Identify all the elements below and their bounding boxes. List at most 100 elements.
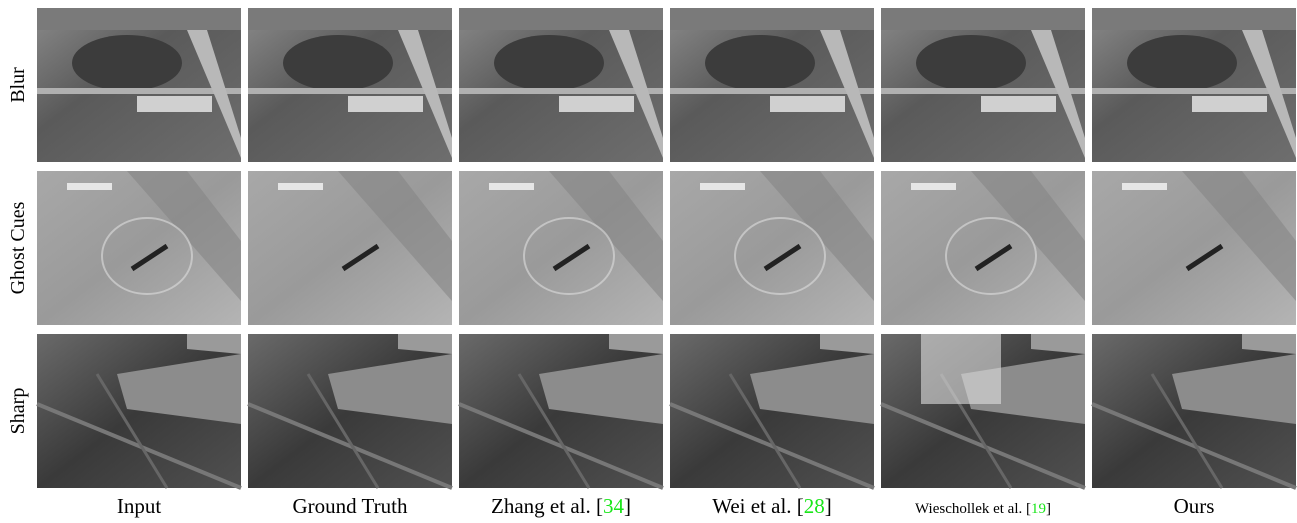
object: [1185, 243, 1224, 272]
image-tile: [881, 8, 1085, 162]
beam: [247, 402, 453, 490]
object: [130, 243, 169, 272]
beam: [880, 402, 1086, 490]
sign: [981, 96, 1056, 112]
shadow: [127, 171, 241, 301]
garden: [494, 35, 604, 91]
walkway: [398, 30, 452, 158]
sign: [137, 96, 212, 112]
sign: [1192, 96, 1267, 112]
image-tile: [247, 334, 453, 490]
building: [459, 8, 663, 30]
citation: 34: [603, 494, 625, 518]
citation-close: ]: [825, 494, 832, 518]
pipe2: [1031, 334, 1085, 354]
path: [37, 88, 241, 94]
glare: [921, 334, 1001, 404]
image-tile: [459, 8, 663, 162]
garden: [705, 35, 815, 91]
image-tile: [881, 171, 1085, 325]
pipe: [539, 354, 663, 424]
pipe: [117, 354, 241, 424]
object: [341, 243, 380, 272]
path: [459, 88, 663, 94]
label: [278, 183, 323, 190]
garden: [72, 35, 182, 91]
row-label: Sharp: [7, 388, 29, 435]
ghost: [945, 217, 1037, 295]
image-tile: [670, 171, 874, 325]
pipe2: [1242, 334, 1296, 354]
image-tile: [1092, 171, 1296, 325]
pipe2: [187, 334, 241, 354]
image-tile: [1092, 8, 1296, 162]
row-label: Ghost Cues: [7, 201, 29, 294]
beam: [1091, 402, 1297, 490]
path: [881, 88, 1085, 94]
shadow: [1182, 171, 1296, 301]
building: [881, 8, 1085, 30]
label: [700, 183, 745, 190]
column-label-text: Zhang et al. [: [491, 494, 603, 518]
beam: [1150, 373, 1224, 489]
object: [763, 243, 802, 272]
shadow: [549, 171, 663, 301]
shadow: [971, 171, 1085, 301]
building: [670, 8, 874, 30]
garden: [916, 35, 1026, 91]
image-tile: [37, 171, 241, 325]
pipe: [750, 354, 874, 424]
sign: [559, 96, 634, 112]
column-label: Input: [117, 494, 161, 518]
column-label: Ours: [1174, 494, 1215, 518]
column-label-text: Wei et al. [: [712, 494, 804, 518]
beam: [517, 373, 591, 489]
walkway: [820, 30, 874, 158]
building: [1092, 8, 1296, 30]
pipe2: [398, 334, 452, 354]
image-tile: [669, 334, 875, 490]
image-tile: [36, 334, 242, 490]
walkway: [187, 30, 241, 158]
image-tile: [248, 8, 452, 162]
column-label-text: Input: [117, 494, 161, 518]
image-tile: [459, 171, 663, 325]
column-label: Zhang et al. [34]: [491, 494, 631, 518]
citation: 19: [1031, 501, 1046, 517]
beam: [36, 402, 242, 490]
shadow: [760, 171, 874, 301]
walkway: [1031, 30, 1085, 158]
column-label-text: Ours: [1174, 494, 1215, 518]
garden: [283, 35, 393, 91]
shadow: [338, 171, 452, 301]
row-label: Blur: [7, 67, 29, 103]
ghost: [734, 217, 826, 295]
label: [67, 183, 112, 190]
image-tile: [458, 334, 664, 490]
column-label: Ground Truth: [293, 494, 408, 518]
citation-close: ]: [1046, 501, 1051, 517]
column-label: Wei et al. [28]: [712, 494, 832, 518]
sign: [770, 96, 845, 112]
column-label-text: Wieschollek et al. [: [915, 501, 1031, 517]
sign: [348, 96, 423, 112]
column-label: Wieschollek et al. [19]: [915, 501, 1051, 517]
path: [670, 88, 874, 94]
citation: 28: [804, 494, 825, 518]
citation-close: ]: [624, 494, 631, 518]
image-tile: [1091, 334, 1297, 490]
ghost: [101, 217, 193, 295]
pipe: [1172, 354, 1296, 424]
beam: [95, 373, 169, 489]
beam: [728, 373, 802, 489]
image-tile: [248, 171, 452, 325]
garden: [1127, 35, 1237, 91]
image-tile: [37, 8, 241, 162]
label: [1122, 183, 1167, 190]
object: [974, 243, 1013, 272]
beam: [306, 373, 380, 489]
pipe2: [609, 334, 663, 354]
label: [489, 183, 534, 190]
walkway: [1242, 30, 1296, 158]
